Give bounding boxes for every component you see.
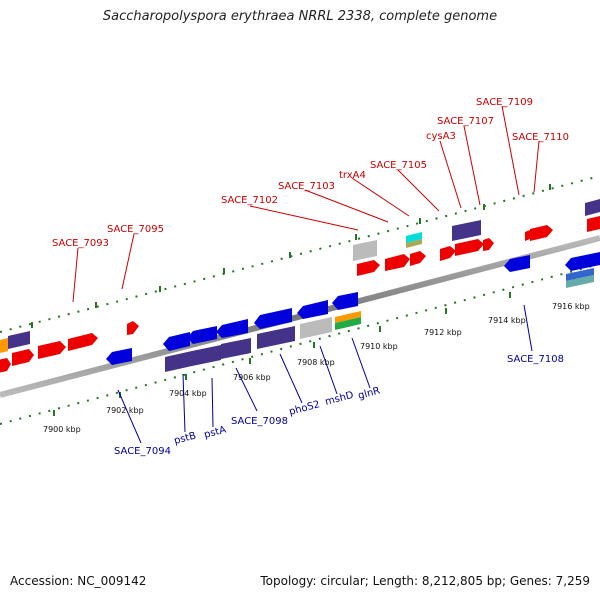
gene-feature — [483, 238, 494, 251]
scale-tick-label: 7906 kbp — [233, 373, 271, 382]
gene-feature — [504, 255, 530, 272]
gene-label[interactable]: SACE_7110 — [512, 132, 569, 143]
gene-feature — [357, 260, 380, 276]
gene-label[interactable]: SACE_7098 — [231, 416, 288, 427]
gene-feature — [8, 331, 30, 349]
gene-feature — [332, 292, 358, 310]
scale-tick-label: 7910 kbp — [360, 342, 398, 351]
gene-feature — [12, 349, 34, 366]
gene-feature — [216, 319, 248, 338]
gene-feature — [257, 326, 295, 349]
gene-label[interactable]: SACE_7103 — [278, 181, 335, 192]
gene-label[interactable]: SACE_7095 — [107, 224, 164, 235]
gene-feature — [406, 232, 422, 243]
bottom-leader-lines — [117, 304, 533, 444]
scale-tick-label: 7916 kbp — [552, 302, 590, 311]
upper-ruler — [0, 175, 600, 333]
bottom-gene-labels: SACE_7094 pstB pstA SACE_7098 phoS2 mshD… — [114, 354, 564, 457]
gene-label[interactable]: SACE_7109 — [476, 97, 533, 108]
gene-feature — [406, 239, 422, 248]
top-leader-lines — [72, 105, 540, 303]
gene-feature — [187, 326, 217, 344]
scale-tick-label: 7902 kbp — [106, 406, 144, 415]
gene-label[interactable]: pstB — [173, 430, 198, 446]
gene-feature — [410, 251, 426, 266]
gene-feature — [587, 216, 600, 232]
gene-feature — [585, 199, 600, 216]
gene-label[interactable]: cysA3 — [426, 131, 456, 142]
gene-feature — [38, 341, 66, 359]
scale-tick-label: 7904 kbp — [169, 389, 207, 398]
gene-label[interactable]: glnR — [357, 385, 382, 401]
accession-label: Accession: NC_009142 — [10, 574, 147, 588]
lower-major-ticks — [53, 276, 575, 416]
gene-feature — [452, 220, 481, 241]
lower-ruler — [0, 263, 600, 425]
gene-label[interactable]: trxA4 — [339, 170, 366, 181]
gene-feature — [254, 308, 292, 329]
genome-info-label: Topology: circular; Length: 8,212,805 bp… — [260, 574, 590, 588]
gene-feature — [335, 311, 361, 323]
gene-feature — [0, 338, 8, 353]
scale-tick-label: 7912 kbp — [424, 328, 462, 337]
gene-feature — [385, 254, 410, 271]
scale-labels: 7900 kbp 7902 kbp 7904 kbp 7906 kbp 7908… — [43, 302, 590, 434]
gene-feature — [440, 246, 456, 261]
gene-feature — [566, 268, 594, 281]
reverse-genes — [106, 252, 600, 365]
gene-feature — [163, 332, 190, 351]
gene-label[interactable]: SACE_7094 — [114, 446, 171, 457]
gene-feature — [221, 338, 251, 359]
gene-feature — [300, 317, 332, 339]
genome-backbone — [0, 235, 600, 398]
forward-genes — [0, 216, 600, 373]
scale-tick-label: 7914 kbp — [488, 316, 526, 325]
scale-tick-label: 7908 kbp — [297, 358, 335, 367]
gene-feature — [68, 333, 98, 351]
gene-feature — [165, 351, 192, 372]
gene-label[interactable]: mshD — [324, 390, 355, 408]
gene-feature — [297, 300, 328, 319]
gene-feature — [335, 317, 361, 330]
gene-feature — [353, 240, 377, 261]
gene-label[interactable]: SACE_7107 — [437, 116, 494, 127]
gene-label[interactable]: SACE_7105 — [370, 160, 427, 171]
gene-feature — [127, 321, 139, 335]
gene-label[interactable]: phoS2 — [288, 399, 321, 418]
gene-label[interactable]: SACE_7102 — [221, 195, 278, 206]
gene-label[interactable]: SACE_7093 — [52, 238, 109, 249]
gene-feature — [0, 358, 11, 373]
gene-feature — [106, 348, 132, 365]
upper-other-genes — [0, 199, 600, 353]
gene-feature — [530, 225, 553, 241]
gene-label[interactable]: pstA — [203, 424, 228, 440]
upper-major-ticks — [31, 184, 551, 328]
map-title: Saccharopolyspora erythraea NRRL 2338, c… — [102, 9, 498, 24]
gene-feature — [525, 230, 530, 241]
gene-feature — [565, 252, 600, 271]
gene-label[interactable]: SACE_7108 — [507, 354, 564, 365]
gene-feature — [566, 275, 594, 288]
scale-tick-label: 7900 kbp — [43, 425, 81, 434]
gene-feature — [455, 239, 484, 256]
gene-feature — [192, 345, 221, 366]
lower-other-genes — [165, 268, 594, 372]
top-gene-labels: SACE_7093 SACE_7095 SACE_7102 SACE_7103 … — [52, 97, 569, 249]
